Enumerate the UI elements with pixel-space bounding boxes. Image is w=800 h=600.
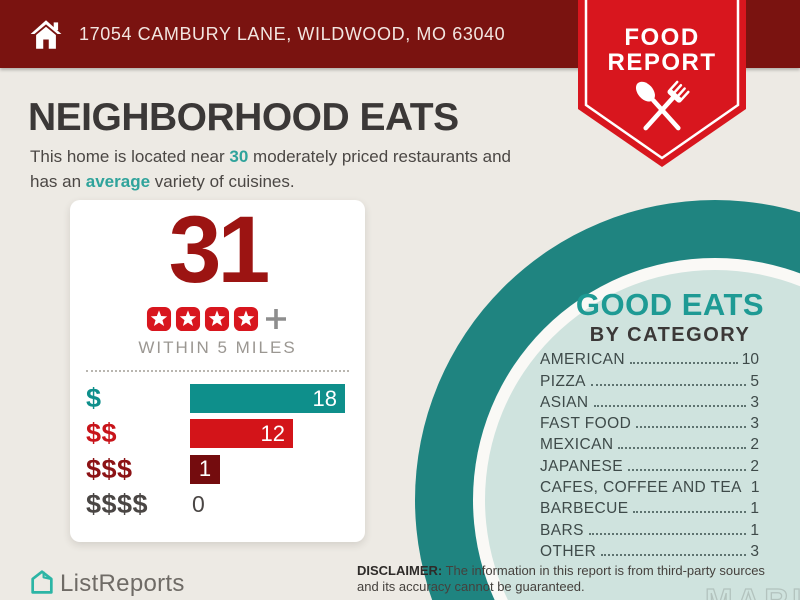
category-value: 1 xyxy=(750,500,759,518)
report-summary: This home is located near 30 moderately … xyxy=(30,144,511,194)
dotted-leader xyxy=(636,426,747,429)
price-tier-bar-chart: $18 $$ 12 $$$ 1 $$$$ 0 xyxy=(70,381,365,522)
good-eats-title: GOOD EATS xyxy=(575,287,765,322)
price-tier-label: $$ xyxy=(86,418,118,449)
bar: 12 xyxy=(190,419,293,449)
category-value: 3 xyxy=(750,415,759,433)
category-value: 5 xyxy=(750,372,759,390)
star-icon xyxy=(175,306,200,332)
plus-icon xyxy=(265,309,286,329)
category-value: 1 xyxy=(750,521,759,539)
bar-track: 1 xyxy=(190,454,349,484)
star-rating-icons xyxy=(146,306,259,332)
category-row: AMERICAN 10 xyxy=(540,347,759,368)
total-restaurants-number: 31 xyxy=(168,197,271,303)
category-label: CAFES, COFFEE AND TEA xyxy=(540,479,742,497)
star-icon xyxy=(146,306,171,332)
maris-watermark: MARIS xyxy=(704,581,800,600)
category-label: JAPANESE xyxy=(540,457,624,475)
bar: 18 xyxy=(190,384,345,414)
disclaimer-label: DISCLAIMER: xyxy=(357,563,443,578)
category-row: OTHER 3 xyxy=(540,539,759,560)
category-list: AMERICAN 10 PIZZA 5 ASIAN 3 FAST FOOD 3 MEXICAN 2… xyxy=(540,347,760,560)
category-value: 3 xyxy=(750,542,759,560)
category-row: BARS 1 xyxy=(540,517,759,539)
bar: 1 xyxy=(190,454,220,484)
category-label: BARBECUE xyxy=(540,500,629,518)
category-row: MEXICAN 2 xyxy=(540,432,759,453)
category-label: ASIAN xyxy=(540,393,589,411)
price-tier-row: $18 xyxy=(86,381,349,416)
crossed-spoon-fork-icon xyxy=(635,80,690,131)
price-tier-label: $ xyxy=(86,383,102,414)
property-address: 17054 CAMBURY LANE, WILDWOOD, MO 63040 xyxy=(79,23,506,44)
category-label: MEXICAN xyxy=(540,436,614,454)
restaurant-count-highlight: 30 xyxy=(229,147,249,166)
category-label: OTHER xyxy=(540,542,597,560)
page-title: NEIGHBORHOOD EATS xyxy=(28,96,459,139)
summary-line-1: This home is located near 30 moderately … xyxy=(30,147,512,166)
price-tier-label: $$$$ xyxy=(86,489,149,520)
category-value: 2 xyxy=(750,436,759,454)
dotted-leader xyxy=(630,362,738,365)
dotted-leader xyxy=(593,404,747,407)
category-row: JAPANESE 2 xyxy=(540,453,759,475)
home-icon xyxy=(30,19,62,49)
star-icon xyxy=(204,306,229,332)
dotted-leader xyxy=(628,468,747,471)
badge-line2: REPORT xyxy=(607,49,716,76)
listreports-logo-icon xyxy=(31,570,53,594)
category-label: BARS xyxy=(540,521,584,539)
summary-line-2: has an average variety of cuisines. xyxy=(30,172,295,191)
category-value: 2 xyxy=(750,457,759,475)
star-icon xyxy=(233,306,258,332)
dotted-divider xyxy=(86,370,349,372)
dotted-leader xyxy=(590,383,747,386)
restaurant-stats-card: 31 WITHIN 5 MILES $18 $$ 12 $$$ 1 $$$$ 0 xyxy=(70,200,365,542)
food-report-badge: FOOD REPORT xyxy=(578,0,746,167)
category-row: PIZZA 5 xyxy=(540,368,759,390)
category-value: 3 xyxy=(750,393,759,411)
stars-row xyxy=(70,304,365,334)
dotted-leader xyxy=(618,447,747,450)
dotted-leader xyxy=(633,511,747,514)
price-tier-row: $$ 12 xyxy=(86,416,349,451)
listreports-wordmark: ListReports xyxy=(60,570,185,597)
bar-zero-value: 0 xyxy=(192,491,205,518)
price-tier-row: $$$ 1 xyxy=(86,452,349,487)
category-label: FAST FOOD xyxy=(540,415,632,433)
category-row: CAFES, COFFEE AND TEA 1 xyxy=(540,475,760,497)
within-miles-label: WITHIN 5 MILES xyxy=(138,338,297,357)
disclaimer: DISCLAIMER: The information in this repo… xyxy=(357,563,765,594)
price-tier-row: $$$$ 0 xyxy=(86,487,349,522)
price-tier-label: $$$ xyxy=(86,453,133,484)
category-label: PIZZA xyxy=(540,372,586,390)
category-row: FAST FOOD 3 xyxy=(540,411,759,432)
category-row: ASIAN 3 xyxy=(540,390,759,411)
category-row: BARBECUE 1 xyxy=(540,496,759,517)
category-value: 1 xyxy=(750,479,760,497)
bar-track: 0 xyxy=(190,490,349,519)
category-label: AMERICAN xyxy=(540,351,626,369)
category-value: 10 xyxy=(741,351,759,369)
good-eats-subtitle: BY CATEGORY xyxy=(589,324,751,346)
bar-track: 18 xyxy=(190,384,349,414)
variety-highlight: average xyxy=(85,172,151,191)
dotted-leader xyxy=(588,532,747,535)
badge-line1: FOOD xyxy=(624,24,699,51)
bar-track: 12 xyxy=(190,419,349,449)
dotted-leader xyxy=(601,553,747,556)
